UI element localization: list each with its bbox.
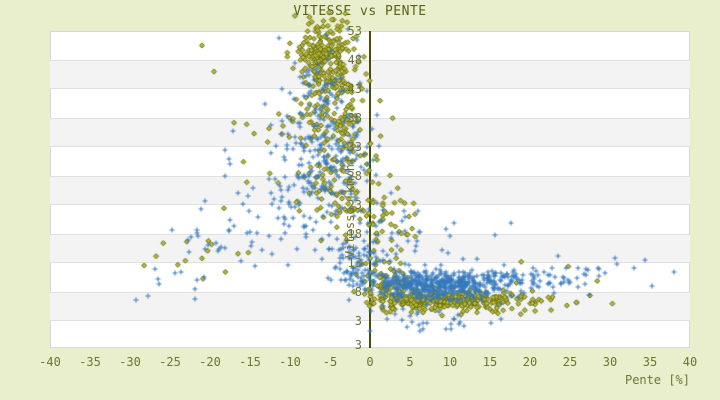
y-axis-title: Vitesse [km/h] [343,156,357,258]
x-tick-label: -5 [322,355,338,369]
x-tick-label: -35 [79,355,101,369]
x-tick-label: 5 [406,355,414,369]
x-tick-label: 25 [562,355,578,369]
y-tick-label: 18 [347,227,362,241]
y-tick-label: 33 [347,140,362,154]
y-tick-label: 28 [347,169,362,183]
x-tick-label: 40 [682,355,698,369]
y-tick-label: 8 [354,285,362,299]
x-axis-title: Pente [%] [624,373,690,387]
y-axis-end-label: 3 [354,338,362,352]
y-tick-label: 53 [347,24,362,38]
x-tick-label: 15 [482,355,498,369]
x-tick-label: 30 [602,355,618,369]
x-tick-label: -30 [119,355,141,369]
y-tick-label: 48 [347,53,362,67]
y-tick-label: 3 [354,314,362,328]
y-tick-label: 13 [347,256,362,270]
x-tick-label: 10 [442,355,458,369]
y-tick-label: 38 [347,111,362,125]
x-tick-label: 35 [642,355,658,369]
y-tick-label: 23 [347,198,362,212]
x-tick-label: -10 [279,355,301,369]
x-tick-label: 0 [366,355,374,369]
x-tick-label: -25 [159,355,181,369]
x-tick-label: 20 [522,355,538,369]
y-tick-label: 43 [347,82,362,96]
x-tick-label: -40 [39,355,61,369]
x-tick-label: -15 [239,355,261,369]
x-tick-label: -20 [199,355,221,369]
